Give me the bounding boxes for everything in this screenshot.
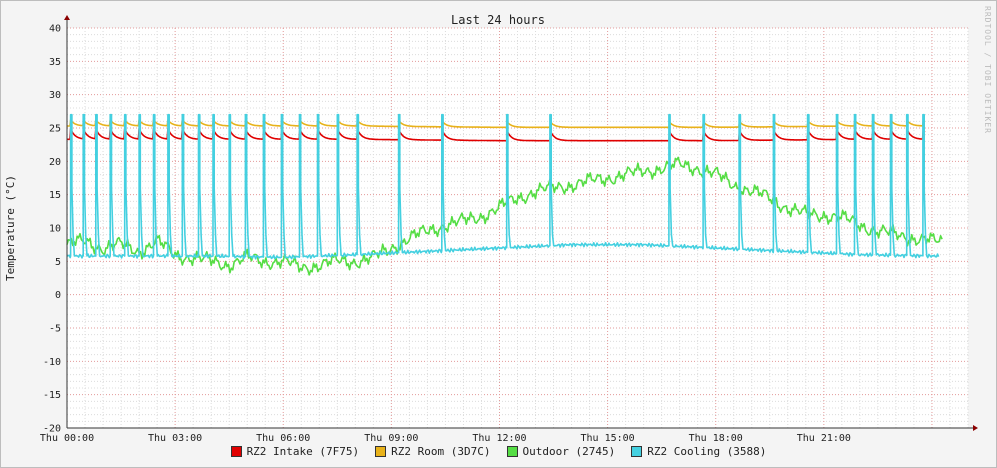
series-lines [66,113,943,276]
watermark: RRDTOOL / TOBI OETIKER [983,6,992,134]
grid [66,27,969,429]
x-tick-label: Thu 03:00 [148,433,202,444]
x-tick-label: Thu 00:00 [40,433,94,444]
x-axis-arrow [973,425,978,431]
chart-title: Last 24 hours [451,13,545,27]
legend-item-cooling: RZ2 Cooling (3588) [631,445,766,458]
legend-swatch-outdoor [506,446,518,457]
legend-swatch-room [375,446,387,457]
legend-label-outdoor: Outdoor (2745) [522,445,616,458]
series-line-cooling [66,113,940,260]
legend-label-intake: RZ2 Intake (7F75) [246,445,360,458]
y-tick-label: 40 [49,24,61,35]
y-tick-label: 25 [49,124,61,135]
y-tick-label: 20 [49,157,61,168]
y-axis-ticks: 40 35 30 25 20 15 10 5 0 -5 -10 -15 -20 [43,24,61,435]
legend-swatch-cooling [631,446,643,457]
y-tick-label: 35 [49,57,61,68]
x-tick-label: Thu 15:00 [581,433,635,444]
y-tick-label: -5 [49,324,61,335]
y-tick-label: 15 [49,190,61,201]
y-axis-arrow [64,15,70,20]
legend-item-intake: RZ2 Intake (7F75) [230,445,360,458]
legend-item-outdoor: Outdoor (2745) [506,445,616,458]
x-tick-label: Thu 09:00 [364,433,418,444]
legend-label-cooling: RZ2 Cooling (3588) [647,445,767,458]
y-tick-label: 30 [49,90,61,101]
axes [64,15,978,431]
x-tick-label: Thu 21:00 [797,433,851,444]
series-line-room [66,119,926,129]
y-tick-label: -15 [43,390,61,401]
series-line-outdoor [66,156,943,276]
legend-item-room: RZ2 Room (3D7C) [375,445,491,458]
x-tick-label: Thu 18:00 [689,433,743,444]
y-tick-label: -20 [43,424,61,435]
x-tick-label: Thu 06:00 [256,433,310,444]
y-tick-label: 10 [49,224,61,235]
y-tick-label: 0 [55,290,61,301]
legend-swatch-intake [230,446,242,457]
legend-label-room: RZ2 Room (3D7C) [391,445,491,458]
y-tick-label: 5 [55,257,61,268]
y-tick-label: -10 [43,357,61,368]
x-tick-label: Thu 12:00 [472,433,526,444]
x-axis-ticks: Thu 00:00 Thu 03:00 Thu 06:00 Thu 09:00 Thu … [40,433,851,444]
series-line-intake [66,127,926,142]
y-axis-label: Temperature (°C) [4,175,17,281]
legend: RZ2 Intake (7F75) RZ2 Room (3D7C) Outdoo… [0,445,997,458]
